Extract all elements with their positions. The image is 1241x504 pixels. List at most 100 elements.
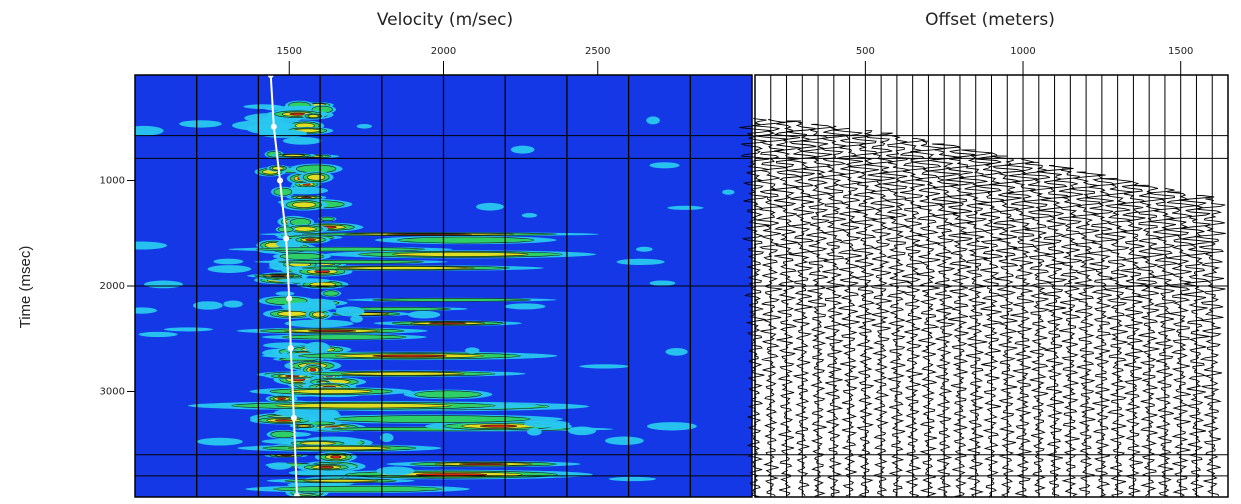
semblance-contour [605, 437, 644, 445]
semblance-contour [387, 234, 472, 235]
semblance-contour [568, 427, 596, 436]
velocity-pick [271, 124, 277, 130]
x-tick-label: 1500 [1168, 46, 1193, 57]
semblance-contour [373, 298, 531, 301]
semblance-contour [268, 462, 291, 469]
x-tick-label: 1000 [1010, 46, 1035, 57]
semblance-contour [650, 162, 680, 168]
semblance-contour [197, 438, 243, 446]
semblance-contour [511, 146, 535, 154]
semblance-contour [277, 278, 330, 283]
semblance-contour [283, 137, 322, 145]
semblance-contour [275, 291, 294, 295]
semblance-contour [304, 480, 378, 482]
semblance-contour [459, 463, 508, 465]
semblance-contour [273, 486, 441, 492]
semblance-contour [398, 237, 534, 243]
panel-title: Offset (meters) [925, 10, 1055, 30]
semblance-contour [609, 477, 656, 481]
semblance-contour [350, 315, 363, 322]
semblance-contour [415, 391, 482, 398]
x-tick-label: 500 [856, 46, 875, 57]
semblance-contour [278, 311, 307, 316]
x-tick-label: 2000 [431, 46, 456, 57]
velocity-pick [291, 415, 297, 421]
semblance-contour [321, 217, 335, 221]
semblance-contour [300, 442, 335, 445]
semblance-contour [647, 422, 697, 430]
semblance-contour [139, 332, 178, 337]
semblance-contour [290, 113, 305, 115]
semblance-contour [259, 130, 308, 138]
semblance-contour [256, 247, 424, 251]
semblance-contour [307, 174, 324, 180]
velocity-pick [294, 493, 300, 499]
semblance-contour [243, 104, 282, 109]
semblance-contour [308, 330, 356, 332]
semblance-contour [667, 206, 703, 210]
semblance-contour [393, 252, 529, 256]
semblance-contour [292, 202, 315, 208]
semblance-contour [275, 419, 292, 421]
semblance-contour [480, 425, 517, 427]
y-tick-label: 2000 [100, 281, 125, 292]
semblance-contour [144, 281, 183, 289]
semblance-contour [465, 347, 480, 353]
semblance-contour [164, 327, 213, 331]
semblance-contour [223, 300, 242, 307]
panel-title: Velocity (m/sec) [377, 10, 513, 30]
semblance-contour [179, 120, 222, 127]
semblance-contour [310, 368, 316, 371]
semblance-contour [301, 197, 311, 198]
velocity-pick [286, 296, 292, 302]
semblance-contour [336, 307, 365, 317]
y-axis-label: Time (msec) [17, 246, 34, 329]
semblance-contour [297, 425, 311, 427]
semblance-contour [276, 403, 452, 408]
semblance-panel [117, 72, 752, 499]
semblance-contour [213, 259, 243, 265]
semblance-contour [323, 291, 338, 296]
semblance-contour [524, 420, 570, 427]
semblance-contour [282, 335, 406, 340]
semblance-contour [646, 116, 660, 124]
semblance-contour [306, 239, 316, 241]
semblance-contour [341, 372, 464, 375]
semblance-contour [290, 389, 372, 393]
semblance-contour [193, 301, 223, 309]
semblance-contour [527, 428, 542, 436]
semblance-contour [334, 416, 530, 423]
semblance-contour [579, 364, 629, 368]
semblance-contour [285, 320, 354, 328]
figure: Velocity (m/sec) Offset (meters) Time (m… [0, 0, 1241, 504]
semblance-contour [305, 342, 330, 353]
semblance-contour [616, 259, 664, 265]
semblance-contour [124, 126, 164, 136]
semblance-contour [282, 154, 304, 156]
semblance-contour [722, 189, 734, 194]
semblance-contour [288, 446, 390, 450]
velocity-pick [277, 178, 283, 184]
semblance-contour [476, 203, 504, 211]
semblance-contour [319, 466, 334, 468]
semblance-contour [331, 456, 341, 459]
semblance-contour [308, 115, 319, 118]
semblance-contour [274, 188, 292, 196]
x-tick-label: 2500 [585, 46, 610, 57]
y-tick-label: 1000 [100, 176, 125, 187]
semblance-contour [665, 348, 687, 356]
semblance-contour [357, 124, 372, 129]
x-tick-label: 1500 [277, 46, 302, 57]
semblance-contour [315, 270, 330, 272]
semblance-contour [279, 260, 424, 263]
semblance-contour [337, 267, 475, 270]
gather-panel [739, 75, 1228, 497]
semblance-contour [292, 227, 316, 232]
semblance-contour [270, 275, 286, 276]
semblance-contour [522, 213, 537, 218]
semblance-contour [408, 311, 441, 319]
semblance-contour [429, 323, 466, 324]
y-tick-label: 3000 [100, 387, 125, 398]
velocity-pick [283, 236, 289, 242]
velocity-pick [288, 345, 294, 351]
